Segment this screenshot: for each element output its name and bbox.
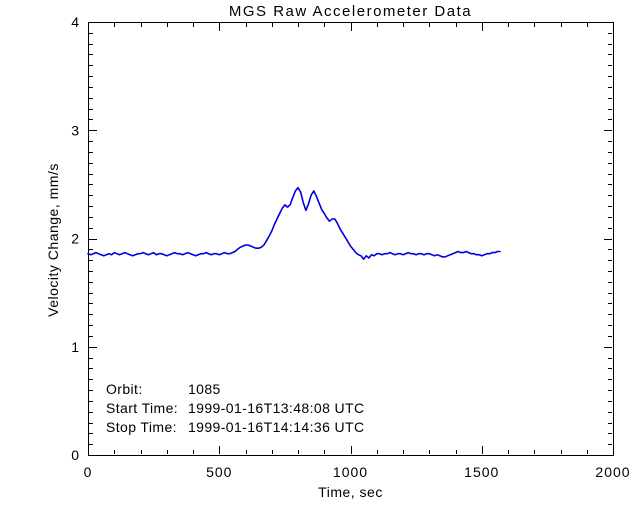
stop-time-value: 1999-01-16T14:14:36 UTC	[188, 419, 365, 435]
y-tick-label: 3	[71, 122, 80, 138]
plot-box	[88, 22, 614, 456]
start-time-label: Start Time:	[106, 400, 179, 416]
stop-time-label: Stop Time:	[106, 419, 177, 435]
x-tick-label: 1000	[333, 464, 368, 480]
start-time-row: Start Time: 1999-01-16T13:48:08 UTC	[106, 399, 365, 418]
stop-time-row: Stop Time: 1999-01-16T14:14:36 UTC	[106, 418, 365, 437]
orbit-label: Orbit:	[106, 381, 143, 397]
y-tick-label: 0	[71, 447, 80, 463]
annotation-block: Orbit: 1085 Start Time: 1999-01-16T13:48:0…	[106, 380, 365, 437]
start-time-value: 1999-01-16T13:48:08 UTC	[188, 400, 365, 416]
chart-title: MGS Raw Accelerometer Data	[228, 3, 473, 20]
y-tick-label: 4	[71, 14, 80, 30]
x-tick-label: 2000	[595, 464, 630, 480]
orbit-row: Orbit: 1085	[106, 380, 365, 399]
data-line-velocity-change	[87, 186, 501, 260]
x-tick-label: 0	[84, 464, 93, 480]
y-tick-label: 2	[71, 231, 80, 247]
y-tick-label: 1	[71, 339, 80, 355]
orbit-value: 1085	[188, 381, 221, 397]
x-tick-label: 500	[206, 464, 232, 480]
x-axis-label: Time, sec	[318, 484, 383, 500]
x-tick-label: 1500	[464, 464, 499, 480]
